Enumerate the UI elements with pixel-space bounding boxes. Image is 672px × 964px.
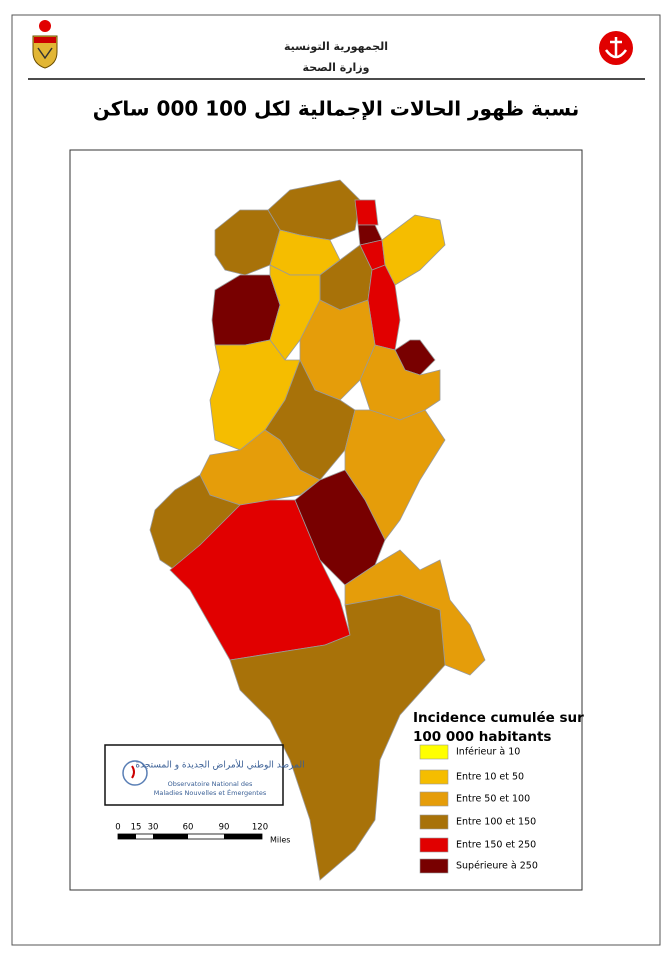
emblem [32,20,58,69]
page-border [11,14,661,946]
legend: Inférieur à 10 Entre 10 et 50 Entre 50 et … [419,744,538,874]
scale-label: 0 [115,823,120,833]
ministry-logo [599,31,633,65]
legend-label: Entre 10 et 50 [456,772,524,783]
legend-label: Supérieure à 250 [456,861,538,872]
header-line: وزارة الصحة [303,61,370,74]
region [344,409,446,541]
region [294,469,386,586]
scale-label: 15 [131,823,142,833]
scale-bar: 0 15 30 60 90 120 [115,823,268,840]
legend-swatch [419,744,449,760]
legend-swatch [419,769,449,785]
scale-label: 30 [148,823,159,833]
logo-french: Maladies Nouvelles et Émergentes [154,788,267,797]
logo-arabic: المرصد الوطني للأمراض الجديدة و المستجدة [135,759,304,771]
region [269,264,321,361]
map [149,179,486,881]
scale-label: 60 [183,823,194,833]
region [169,499,351,661]
scale-label: 120 [252,823,268,833]
scale-unit: Miles [270,836,290,845]
legend-swatch [419,837,449,853]
logo-french: Observatoire National des [168,780,253,788]
legend-label: Entre 50 et 100 [456,794,530,805]
map-title: نسبة ظهور الحالات الإجمالية لكل 100 000 … [93,97,579,121]
logo-box [104,744,284,806]
legend-title: 100 000 habitants [413,729,551,745]
region [211,274,281,346]
legend-label: Entre 100 et 150 [456,817,536,828]
header-line: الجمهورية التونسية [284,40,388,53]
legend-swatch [419,858,449,874]
legend-label: Entre 150 et 250 [456,840,536,851]
legend-swatch [419,814,449,830]
legend-swatch [419,791,449,807]
legend-title: Incidence cumulée sur [413,710,584,726]
observatory-logo [122,760,148,786]
legend-label: Inférieur à 10 [456,747,520,758]
scale-label: 90 [219,823,230,833]
region [354,199,379,226]
region [359,344,441,421]
